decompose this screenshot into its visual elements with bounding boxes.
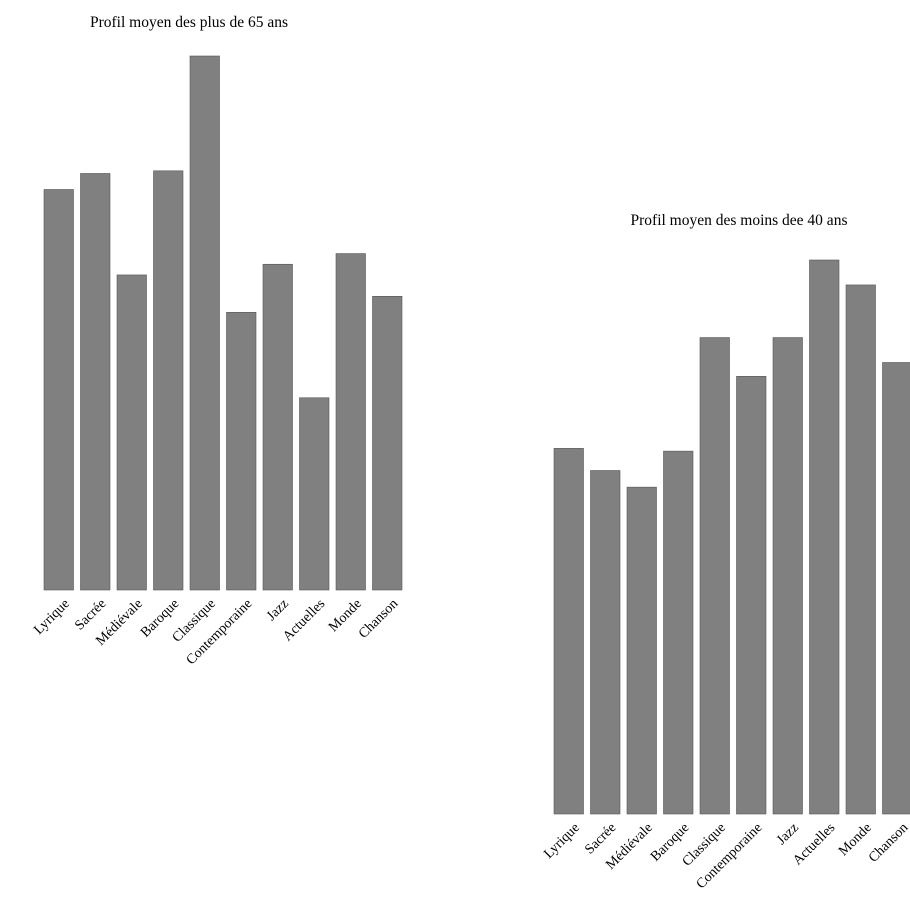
- chart-1-x-tick-label-1: Lyrique: [31, 596, 72, 637]
- chart-1-bar-6: [227, 312, 257, 590]
- chart-2-bar-9: [846, 285, 876, 814]
- chart-2-bar-6: [737, 376, 767, 814]
- chart-1-bars: [44, 56, 402, 590]
- chart-2-bar-2: [591, 471, 621, 814]
- chart-2-bar-1: [554, 448, 584, 814]
- chart-1-bar-1: [44, 190, 74, 591]
- chart-2-bar-7: [773, 338, 803, 814]
- chart-2-bar-8: [810, 260, 840, 814]
- chart-1-bar-5: [190, 56, 220, 590]
- chart-1-x-tick-label-10: Chanson: [356, 596, 401, 641]
- chart-1-bar-2: [81, 173, 111, 590]
- chart-2: Profil moyen des moins dee 40 ans Lyriqu…: [541, 212, 910, 892]
- chart-2-bar-5: [700, 338, 730, 814]
- chart-2-bar-10: [883, 362, 910, 814]
- chart-1-bar-3: [117, 275, 147, 590]
- chart-1-bar-8: [300, 398, 330, 590]
- chart-2-x-tick-label-7: Jazz: [774, 820, 802, 848]
- chart-1-bar-4: [154, 171, 184, 590]
- chart-1-bar-7: [263, 264, 293, 590]
- chart-2-x-tick-label-6: Contemporaine: [694, 820, 766, 892]
- chart-1-bar-10: [373, 296, 403, 590]
- chart-2-bar-3: [627, 487, 657, 814]
- chart-2-bars: [554, 260, 910, 814]
- chart-2-bar-4: [664, 451, 694, 814]
- chart-1-x-tick-label-7: Jazz: [264, 596, 292, 624]
- chart-1-title: Profil moyen des plus de 65 ans: [90, 14, 288, 31]
- chart-1-bar-9: [336, 254, 366, 590]
- chart-2-x-tick-label-1: Lyrique: [541, 820, 582, 861]
- chart-2-title: Profil moyen des moins dee 40 ans: [631, 212, 848, 229]
- chart-1-x-tick-label-6: Contemporaine: [184, 596, 256, 668]
- chart-2-x-tick-label-10: Chanson: [866, 820, 910, 865]
